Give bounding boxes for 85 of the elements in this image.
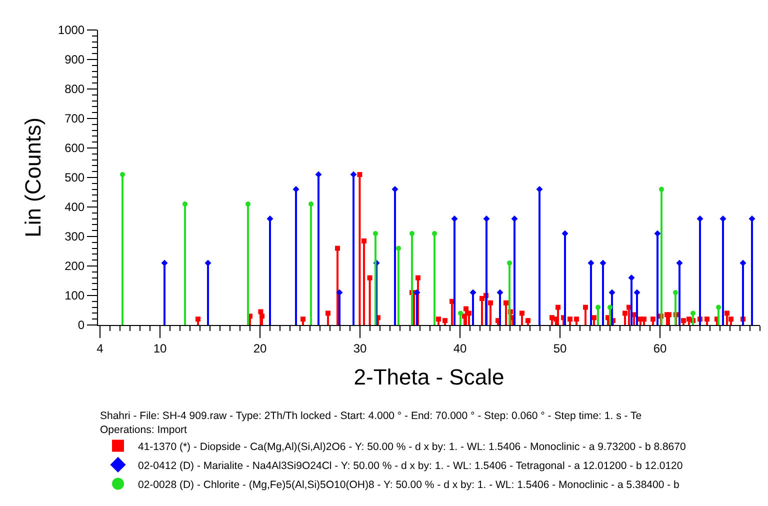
y-tick-label: 600 [64, 141, 85, 156]
y-tick-label: 900 [64, 52, 85, 67]
point [315, 171, 322, 178]
x-tick-label: 20 [253, 341, 267, 356]
legend-label: 41-1370 (*) - Diopside - Ca(Mg,Al)(Si,Al)2O6 - Y: 50.00 % - d x by: 1. - WL: 1.5406 - Monoclinic - a 9.73200 - b 8.8670 [138, 440, 686, 453]
point [704, 316, 710, 322]
point [335, 246, 340, 251]
x-tick-label: 4 [96, 341, 104, 356]
x-tick-label: 30 [353, 341, 367, 356]
x-axis-title: 2-Theta - Scale [354, 364, 504, 390]
point [432, 231, 437, 236]
point [673, 290, 678, 296]
point [260, 314, 264, 319]
point [507, 260, 512, 266]
x-tick-label: 40 [453, 341, 467, 356]
point [642, 316, 646, 322]
point [488, 300, 493, 306]
point [367, 275, 372, 280]
point [362, 238, 366, 244]
point [246, 202, 250, 207]
point [596, 304, 600, 310]
text: Operations: Import [100, 424, 188, 436]
point [396, 246, 401, 251]
point [574, 316, 579, 322]
text: Shahri - File: SH-4 909.raw - Type: 2Th/Th locked - Start: 4.000 ° - End: 70.000 ° - Step: 0.060 ° - Step time: 1. s - Te [100, 410, 642, 422]
point [600, 260, 606, 266]
y-tick-label: 100 [64, 288, 85, 303]
point [556, 304, 560, 310]
point [326, 310, 330, 316]
point [716, 304, 721, 310]
point [464, 306, 468, 312]
point [562, 230, 568, 237]
point [634, 289, 640, 296]
point [568, 316, 572, 322]
point [182, 202, 188, 207]
x-tick-label: 60 [653, 341, 667, 356]
point [120, 172, 125, 178]
point [350, 171, 357, 178]
y-tick-label: 700 [64, 112, 85, 126]
point [336, 289, 343, 296]
point [622, 310, 628, 316]
point [373, 231, 378, 236]
point [196, 316, 200, 322]
point [654, 230, 661, 237]
point [588, 260, 594, 266]
y-tick-label: 800 [64, 82, 85, 96]
y-tick-label: 400 [64, 200, 85, 214]
y-tick-label: 0 [78, 318, 85, 332]
point [504, 300, 508, 306]
point [650, 316, 656, 322]
point [204, 260, 212, 266]
point [308, 202, 314, 207]
point [300, 316, 306, 322]
point [258, 309, 264, 314]
point [436, 316, 441, 322]
point [690, 310, 696, 316]
x-tick-label: 50 [553, 341, 567, 356]
legend-label: 02-0412 (D) - Marialite - Na4Al3Si9O24Cl - Y: 50.00 % - d x by: 1. - WL: 1.5406 - Tetragonal - a 12.01200 - b 12.0120 [138, 460, 683, 472]
point [414, 289, 420, 296]
point [608, 289, 616, 296]
point [608, 304, 612, 310]
point [416, 275, 420, 280]
point [161, 260, 168, 266]
point [520, 310, 524, 316]
point [724, 310, 730, 316]
point [470, 289, 476, 296]
point [480, 296, 484, 301]
point [583, 304, 588, 310]
y-axis-title: Lin (Counts) [20, 118, 46, 238]
point [357, 172, 362, 178]
point [466, 310, 472, 316]
point [740, 260, 746, 266]
x-tick-label: 10 [153, 341, 167, 356]
point [592, 315, 596, 320]
y-tick-label: 500 [64, 170, 85, 185]
point [410, 231, 414, 236]
point [458, 310, 463, 316]
y-tick-label: 300 [64, 230, 85, 244]
legend-label: 02-0028 (D) - Chlorite - (Mg,Fe)5(Al,Si)5O10(OH)8 - Y: 50.00 % - d x by: 1. - WL: 1.5406 - Monoclinic - a 5.38400 - b [138, 478, 680, 491]
point [728, 316, 734, 322]
point [496, 289, 504, 296]
y-tick-label: 1000 [58, 23, 85, 38]
y-tick-label: 200 [64, 259, 85, 274]
point [659, 186, 664, 192]
point [676, 260, 683, 266]
